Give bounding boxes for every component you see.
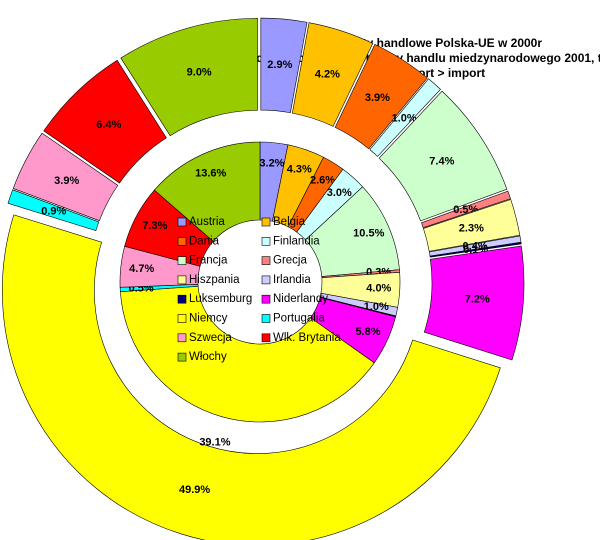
doughnut-segment: [378, 90, 508, 222]
data-label: 9.0%: [187, 67, 212, 79]
legend-label: Portugalia: [273, 313, 325, 325]
data-label: 4.2%: [315, 69, 340, 81]
legend-swatch: [261, 237, 271, 246]
legend-swatch: [261, 333, 271, 343]
legend-swatch: [177, 237, 187, 246]
doughnut-segment: [291, 22, 374, 127]
legend-swatch: [261, 217, 271, 227]
data-label: 10.5%: [353, 228, 384, 240]
doughnut-segment: [43, 59, 167, 184]
data-label: 7.4%: [429, 156, 454, 168]
legend-label: Belgia: [273, 216, 306, 228]
legend-label: Niderlandy: [273, 293, 328, 305]
legend-label: Wlk. Brytania: [273, 332, 341, 344]
legend-swatch: [177, 256, 187, 265]
legend-label: Francja: [189, 255, 228, 267]
data-label: 49.9%: [179, 484, 210, 496]
data-label: 6.4%: [96, 119, 121, 131]
legend-label: Finlandia: [273, 235, 320, 247]
legend-swatch: [261, 256, 271, 265]
data-label: 7.2%: [465, 294, 490, 306]
data-label: 4.7%: [129, 263, 154, 275]
legend-label: Luksemburg: [189, 293, 252, 305]
data-label: 13.6%: [195, 168, 226, 180]
chart-title: Obroty handlowe Polska-UE w 2000r: [334, 36, 542, 50]
data-label: 3.9%: [365, 92, 390, 104]
legend-swatch: [261, 275, 271, 285]
doughnut-segment: [260, 17, 308, 114]
data-label: 3.0%: [327, 187, 352, 199]
data-label: 2.9%: [267, 59, 292, 71]
legend-label: Włochy: [189, 351, 227, 363]
legend-label: Szwecja: [189, 332, 232, 344]
legend-swatch: [177, 352, 187, 362]
data-label: 0.9%: [41, 205, 66, 217]
legend-label: Hiszpania: [189, 274, 240, 286]
doughnut-segment: [421, 190, 511, 229]
legend-swatch: [177, 333, 187, 343]
doughnut-segment: [423, 199, 521, 252]
doughnut-segment: [7, 189, 100, 232]
doughnut-segment: [334, 43, 428, 150]
data-label: 3.9%: [54, 175, 79, 187]
legend-swatch: [177, 217, 187, 227]
doughnut-segment: [153, 141, 261, 242]
data-label: 7.3%: [142, 220, 167, 232]
data-label: 4.0%: [366, 283, 391, 295]
legend-label: Grecja: [273, 255, 307, 267]
legend-label: Irlandia: [273, 274, 311, 286]
data-label: 4.3%: [287, 164, 312, 176]
doughnut-segment: [423, 245, 525, 361]
legend-label: Austria: [189, 216, 225, 228]
doughnut-segment: [369, 78, 441, 157]
legend-swatch: [261, 294, 271, 304]
data-label: 2.6%: [310, 175, 335, 187]
legend-swatch: [177, 314, 187, 323]
data-label: 5.8%: [355, 326, 380, 338]
data-label: 39.1%: [199, 437, 230, 449]
data-label: 3.2%: [259, 158, 284, 170]
legend-swatch: [261, 314, 271, 323]
doughnut-segment: [2, 214, 501, 540]
doughnut-segment: [429, 242, 522, 258]
legend-swatch: [177, 294, 187, 304]
data-label: 1.0%: [392, 112, 417, 124]
data-label: 2.3%: [459, 222, 484, 234]
legend-label: Niemcy: [189, 313, 228, 325]
doughnut-segment: [120, 18, 258, 137]
doughnut-segment: [12, 132, 119, 222]
legend-label: Dania: [189, 235, 220, 247]
legend-swatch: [177, 275, 187, 285]
